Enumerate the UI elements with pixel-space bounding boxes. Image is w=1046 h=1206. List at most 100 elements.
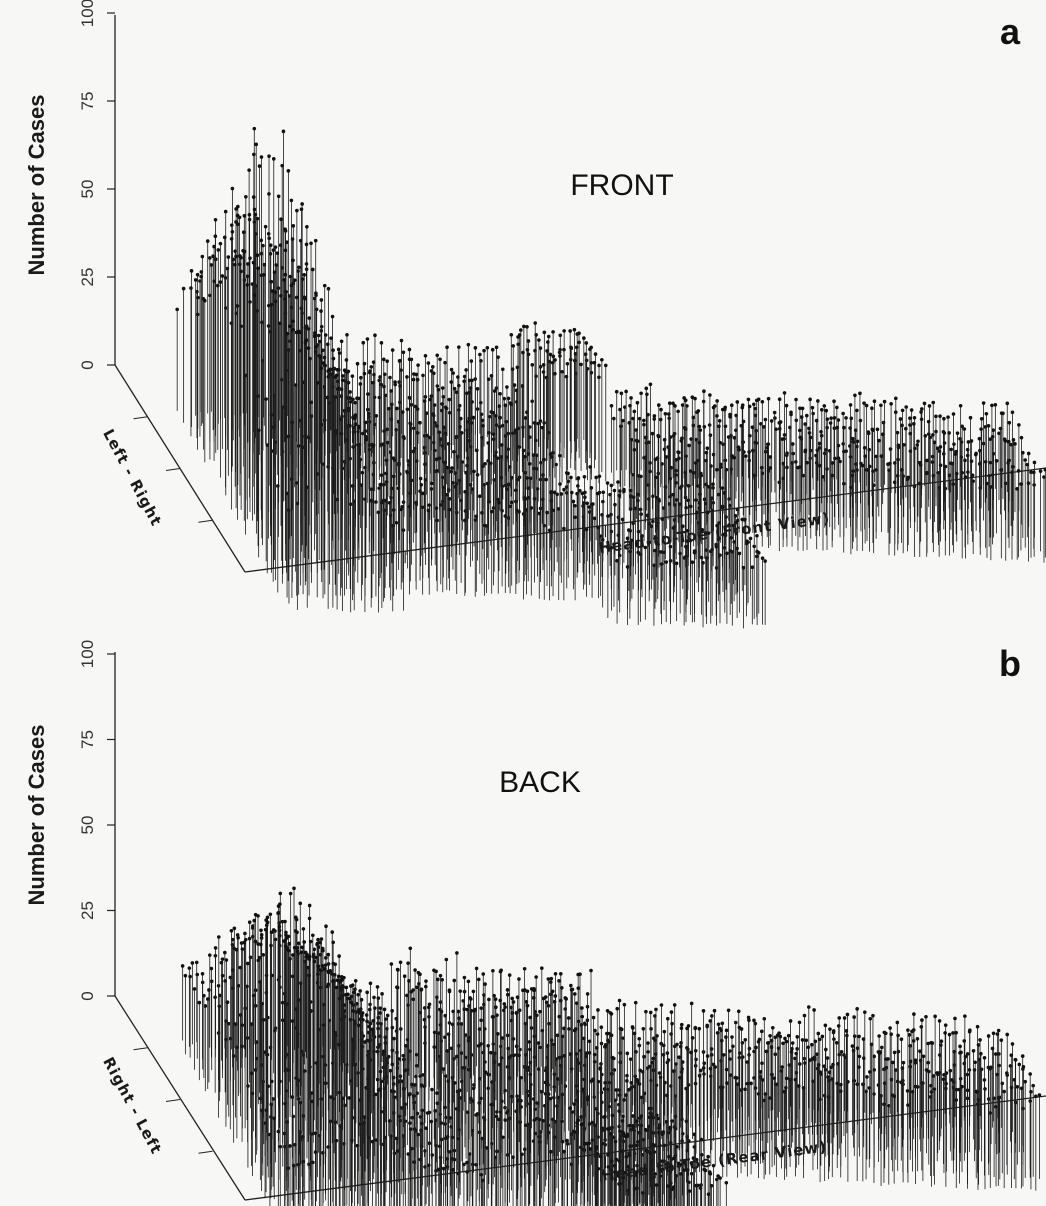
front-stem-head <box>1007 420 1012 425</box>
back-stem-head <box>375 985 380 989</box>
back-stem-head <box>420 1108 425 1113</box>
front-stem-head <box>302 273 307 277</box>
front-stem-head <box>583 490 587 495</box>
back-stem-head <box>538 1009 542 1014</box>
front-stem-head <box>350 374 355 378</box>
back-stems <box>180 886 1042 1206</box>
back-stem-head <box>474 966 479 971</box>
front-stem-head <box>373 333 377 338</box>
back-stem-head <box>429 1119 434 1124</box>
front-stem-head <box>645 392 649 397</box>
front-stem-head <box>680 436 684 441</box>
back-stem-head <box>471 989 476 994</box>
front-head-toe-title: Head-to-Toe (Front View) <box>597 509 831 557</box>
front-stem-head <box>759 465 764 470</box>
front-stem-head <box>342 409 347 413</box>
front-stem-head <box>295 208 299 213</box>
front-stem-head <box>639 474 643 479</box>
front-stem-head <box>508 401 513 405</box>
front-stem-head <box>723 405 727 410</box>
front-stem-head <box>619 391 624 396</box>
front-stem-head <box>550 360 555 365</box>
front-stem-head <box>798 406 802 411</box>
front-stem-head <box>526 339 531 343</box>
back-stem-head <box>247 920 252 925</box>
front-stem-head <box>855 408 859 413</box>
front-stem-head <box>886 462 890 467</box>
front-stem-head <box>676 409 680 414</box>
front-stem-head <box>740 517 745 522</box>
front-stem-head <box>256 266 261 271</box>
back-stem-head <box>284 936 289 940</box>
front-stem-head <box>238 254 242 258</box>
front-stem-head <box>247 212 252 217</box>
front-stem-head <box>494 345 499 350</box>
back-stem-head <box>311 933 315 938</box>
front-stem-head <box>674 561 679 566</box>
front-stem-head <box>594 475 598 480</box>
front-stem-head <box>819 429 823 434</box>
front-stem-head <box>443 360 447 365</box>
back-stem-head <box>502 1002 507 1006</box>
front-stem-head <box>311 267 315 272</box>
front-stem-head <box>614 389 619 394</box>
back-stem-head <box>291 953 295 957</box>
back-stem-head <box>406 961 410 965</box>
front-stem-head <box>618 407 622 412</box>
front-stem-head <box>664 560 668 564</box>
front-stem-head <box>241 248 245 253</box>
front-stem-head <box>218 241 223 246</box>
back-stem-head <box>331 940 335 945</box>
front-stem-head <box>269 279 274 284</box>
front-stem-head <box>566 471 570 476</box>
front-stem-head <box>283 248 288 253</box>
back-stem-head <box>427 1015 431 1019</box>
back-stem-head <box>491 1015 496 1019</box>
front-stem-head <box>717 419 722 423</box>
front-stem-head <box>720 486 725 490</box>
front-stem-head <box>313 331 317 335</box>
front-stem-head <box>519 328 523 332</box>
back-stem-head <box>284 930 288 935</box>
front-stem-head <box>705 446 710 451</box>
front-stem-head <box>777 397 782 402</box>
front-stem-head <box>418 476 423 481</box>
front-stem-head <box>584 341 589 345</box>
back-stem-head <box>547 1021 551 1026</box>
front-stem-head <box>912 416 917 420</box>
back-stem-head <box>287 941 291 946</box>
front-stem-head <box>855 439 860 444</box>
front-stem-head <box>378 375 382 379</box>
back-stem-head <box>232 926 237 931</box>
front-stem-head <box>435 353 440 358</box>
front-stem-head <box>680 403 685 407</box>
back-stem-head <box>276 910 281 915</box>
front-stem-head <box>234 207 238 211</box>
front-stem-head <box>593 352 598 356</box>
front-stem-head <box>391 456 396 460</box>
front-stems <box>175 126 1046 629</box>
front-stem-head <box>829 416 833 420</box>
back-stem-head <box>413 968 417 972</box>
front-stem-head <box>597 363 601 368</box>
front-stem-head <box>294 295 299 300</box>
front-stem-head <box>472 469 476 474</box>
back-stem-head <box>469 1008 474 1013</box>
front-stem-head <box>303 296 307 301</box>
depth-tick <box>198 519 213 523</box>
front-stem-head <box>536 421 541 426</box>
front-stem-head <box>282 278 287 282</box>
front-stem-head <box>760 556 765 561</box>
front-stem-head <box>1019 482 1023 486</box>
back-stem-head <box>337 954 341 958</box>
back-stem-head <box>331 961 336 966</box>
front-stem-head <box>269 302 274 307</box>
back-stem-head <box>441 1166 446 1171</box>
front-stem-head <box>500 367 505 372</box>
front-stem-head <box>245 283 249 287</box>
front-stem-head <box>342 368 347 372</box>
front-stem-head <box>1023 458 1028 462</box>
back-stem-head <box>427 1002 432 1007</box>
front-stem-head <box>732 455 736 460</box>
front-stem-head <box>505 385 509 389</box>
